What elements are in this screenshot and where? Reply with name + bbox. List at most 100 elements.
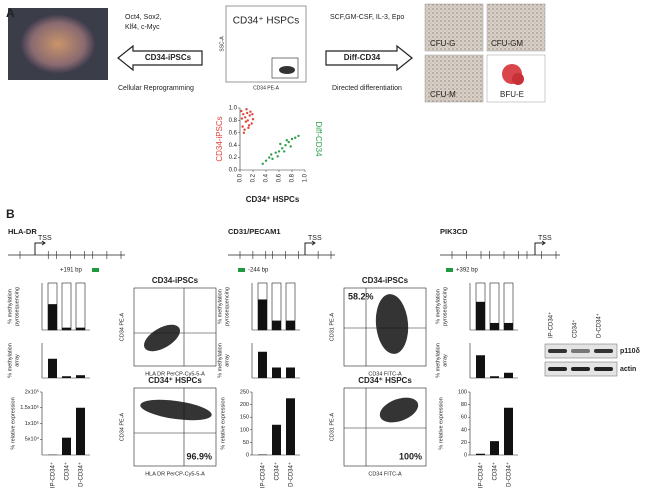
- bar: [48, 304, 57, 330]
- x-axis-label: CD34⁺ HSPCs: [246, 195, 300, 204]
- x-axis-label: CD34 FITC-A: [368, 371, 402, 377]
- bar: [490, 441, 499, 455]
- point: [248, 114, 251, 117]
- arrow-right: [325, 44, 413, 72]
- flow-title: CD34-iPSCs: [152, 276, 199, 285]
- y-tick-label: 80: [461, 402, 467, 408]
- y-tick-label: 0.4: [229, 143, 238, 149]
- caption: Cellular Reprogramming: [118, 85, 194, 92]
- bar: [258, 299, 267, 330]
- x-axis-label: HLA DR PerCP-Cy5-5-A: [145, 371, 205, 377]
- point: [290, 137, 294, 141]
- event-cloud: [279, 66, 295, 74]
- bar: [476, 355, 485, 378]
- gene-name: HLA-DR: [8, 227, 37, 236]
- y-tick-label: 150: [240, 415, 249, 421]
- percent-label: 96.9%: [186, 451, 212, 461]
- bar: [272, 367, 281, 378]
- x-tick-label: 0.4: [264, 173, 270, 182]
- bar: [76, 375, 85, 378]
- x-axis-label: CD34 FITC-A: [368, 471, 402, 477]
- gene-name: CD31/PECAM1: [228, 227, 281, 236]
- bar: [62, 437, 71, 455]
- point: [247, 124, 251, 127]
- legend-label: CD34-iPSCs: [215, 116, 224, 161]
- bar: [62, 327, 71, 330]
- y-tick-label: 20: [461, 440, 467, 446]
- y-axis-label: pyrosequencing: [442, 287, 448, 326]
- bar: [490, 322, 499, 330]
- panel-label: A: [6, 6, 15, 20]
- gene-name: PIK3CD: [440, 227, 468, 236]
- y-tick-label: 1.0: [229, 106, 238, 112]
- colony-image: [486, 3, 546, 52]
- tss-label: TSS: [38, 235, 52, 242]
- category-label: CD34⁺: [492, 462, 499, 481]
- bar: [62, 376, 71, 378]
- y-axis-label: CD34 PE-A: [119, 412, 125, 441]
- y-tick-label: 0.8: [229, 118, 238, 124]
- ipsc-colony: [20, 14, 96, 74]
- y-axis-label: % relative expression: [438, 397, 444, 449]
- arrow-label: CD34-iPSCs: [145, 53, 192, 62]
- tss-arrow: [534, 240, 546, 255]
- category-label: D-CD34⁺: [288, 462, 295, 487]
- category-label: CD34⁺: [274, 462, 281, 481]
- y-axis-label: CD34 PE-A: [119, 312, 125, 341]
- point: [279, 142, 282, 146]
- percent-label: 58.2%: [348, 291, 374, 301]
- lane-label: D-CD34⁺: [596, 313, 603, 338]
- category-label: D-CD34⁺: [78, 462, 85, 487]
- y-axis-label: array: [14, 354, 20, 367]
- point: [250, 122, 253, 125]
- y-tick-label: 100: [240, 427, 249, 433]
- category-label: CD34⁺: [64, 462, 71, 481]
- y-tick-label: 60: [461, 415, 467, 421]
- bar: [504, 407, 513, 455]
- point: [276, 155, 279, 158]
- event-cloud: [379, 397, 419, 423]
- point: [277, 150, 281, 153]
- cpg-site: [92, 268, 99, 272]
- y-axis-label: % relative expression: [220, 397, 226, 449]
- point: [251, 113, 254, 116]
- bar: [272, 320, 281, 330]
- bar: [286, 320, 295, 330]
- percent-label: 100%: [399, 451, 422, 461]
- factors: Oct4, Sox2,: [125, 14, 162, 21]
- bar: [476, 453, 485, 455]
- point: [287, 140, 290, 144]
- bar: [490, 376, 499, 378]
- colony-label: BFU-E: [500, 90, 524, 99]
- point: [245, 111, 249, 115]
- flow-title: CD34-iPSCs: [362, 276, 409, 285]
- bar: [504, 372, 513, 378]
- bar-outline: [61, 282, 72, 331]
- point: [243, 128, 246, 131]
- band: [548, 349, 567, 353]
- flow-title: CD34⁺ HSPCs: [148, 376, 202, 385]
- y-axis-label: array: [224, 354, 230, 367]
- point: [285, 139, 288, 142]
- y-tick-label: 0.0: [229, 168, 238, 174]
- lane-label: IP-CD34⁺: [548, 312, 555, 338]
- point: [249, 110, 252, 113]
- bar: [476, 301, 485, 330]
- y-tick-label: 50: [243, 440, 249, 446]
- tss-arrow: [34, 240, 46, 255]
- point: [271, 157, 274, 161]
- y-axis-label: % methylation: [7, 343, 13, 378]
- y-tick-label: 5x10⁴: [25, 436, 40, 443]
- event-cloud: [143, 324, 181, 352]
- y-axis-label: % relative expression: [10, 397, 16, 449]
- bfu-colony: [512, 73, 524, 85]
- point: [240, 117, 244, 120]
- x-tick-label: 0.8: [290, 173, 296, 182]
- point: [245, 108, 248, 111]
- panel-label: B: [6, 207, 15, 221]
- x-tick-label: 1.0: [303, 173, 309, 182]
- tss-arrow: [304, 240, 316, 255]
- plot-title: CD34⁺ HSPCs: [233, 16, 299, 27]
- tss-label: TSS: [538, 235, 552, 242]
- y-tick-label: 250: [240, 389, 249, 395]
